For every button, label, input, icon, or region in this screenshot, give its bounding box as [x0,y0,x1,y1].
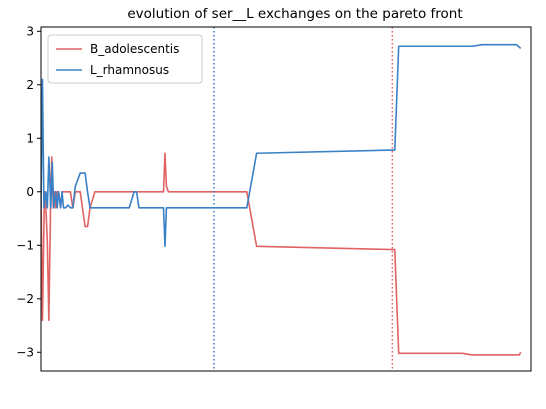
y-tick-label: −1 [16,238,34,252]
y-tick-label: 0 [26,185,34,199]
legend-box [47,34,203,84]
axes: −3 −2 −1 0 1 2 3 [16,24,532,372]
y-tick-label: −2 [16,292,34,306]
y-tick-label: −3 [16,345,34,359]
series-line-l-rhamnosus [41,43,522,248]
y-tick-label: 1 [26,131,34,145]
plot-area [41,27,522,371]
legend-label-2: L_rhamnosus [90,63,169,77]
y-tick-label: 3 [26,24,34,38]
legend: B_adolescentis L_rhamnosus [47,34,203,84]
legend-label-1: B_adolescentis [90,42,179,56]
y-tick-label: 2 [26,78,34,92]
chart-title: evolution of ser__L exchanges on the par… [127,6,462,22]
axes-frame [40,26,532,372]
